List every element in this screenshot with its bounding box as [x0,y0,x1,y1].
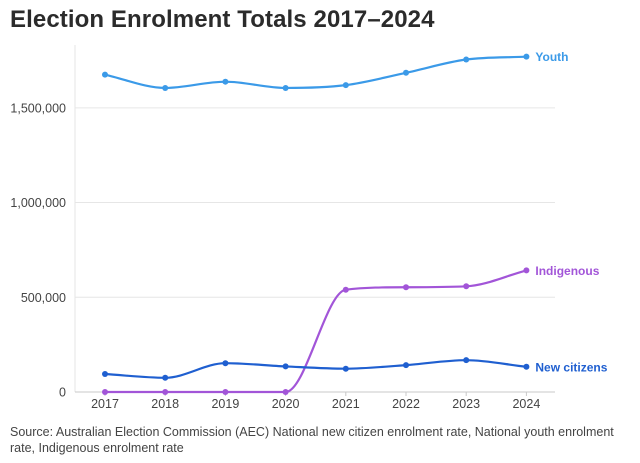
data-point-indigenous [102,389,108,395]
x-tick-label: 2022 [392,397,420,411]
x-tick-label: 2019 [211,397,239,411]
y-tick-label: 1,500,000 [10,101,66,115]
y-tick-label: 1,000,000 [10,196,66,210]
y-tick-label: 500,000 [21,291,66,305]
x-tick-label: 2024 [512,397,540,411]
data-point-youth [282,84,289,91]
chart-title: Election Enrolment Totals 2017–2024 [10,6,435,33]
data-point-youth [342,82,349,89]
series-line-new-citizens [104,359,527,379]
data-point-indigenous [463,283,470,290]
data-point-new-citizens [162,374,169,381]
x-tick-label: 2020 [272,397,300,411]
data-point-youth [463,56,470,63]
gridlines [74,45,555,392]
series-line-indigenous [105,269,527,394]
source-note: Source: Australian Election Commission (… [10,425,614,455]
series-label-indigenous: Indigenous [535,264,599,278]
data-point-new-citizens [403,362,409,369]
data-point-new-citizens [523,363,530,370]
data-point-new-citizens [102,371,108,378]
data-point-indigenous [523,267,530,274]
data-point-new-citizens [222,360,229,367]
x-axis-ticks: 2017 2018 2019 2020 2021 2022 2023 2024 [91,392,540,411]
series-label-youth: Youth [535,50,568,64]
data-point-youth [162,84,169,91]
series-lines [104,55,527,394]
data-point-new-citizens [342,365,349,372]
x-tick-label: 2023 [452,397,480,411]
series-labels: Youth Indigenous New citizens [535,50,607,374]
data-point-indigenous [282,389,289,395]
data-point-indigenous [222,389,229,395]
x-tick-label: 2018 [151,397,179,411]
data-point-youth [222,78,229,85]
series-label-new-citizens: New citizens [535,360,607,374]
y-tick-label: 0 [59,386,66,400]
x-tick-label: 2017 [91,397,119,411]
data-point-new-citizens [463,357,470,364]
data-point-indigenous [342,286,349,293]
series-line-youth [104,55,527,90]
x-tick-label: 2021 [332,397,360,411]
data-point-youth [102,71,108,78]
data-point-youth [403,69,409,76]
data-point-indigenous [162,389,169,395]
data-point-new-citizens [282,363,289,370]
data-point-youth [523,53,530,60]
data-point-indigenous [403,284,409,291]
series-points [102,53,530,395]
y-axis-ticks: 0 500,000 1,000,000 1,500,000 [10,101,66,399]
